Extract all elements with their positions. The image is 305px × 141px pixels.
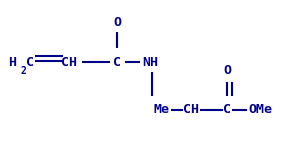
- Text: CH: CH: [61, 56, 77, 69]
- Text: CH: CH: [183, 103, 199, 116]
- Text: O: O: [223, 64, 231, 77]
- Text: Me: Me: [153, 103, 169, 116]
- Text: C: C: [223, 103, 231, 116]
- Text: O: O: [113, 16, 121, 29]
- Text: 2: 2: [20, 66, 26, 75]
- Text: NH: NH: [142, 56, 158, 69]
- Text: C: C: [26, 56, 34, 69]
- Text: C: C: [113, 56, 121, 69]
- Text: H: H: [9, 56, 16, 69]
- Text: OMe: OMe: [249, 103, 273, 116]
